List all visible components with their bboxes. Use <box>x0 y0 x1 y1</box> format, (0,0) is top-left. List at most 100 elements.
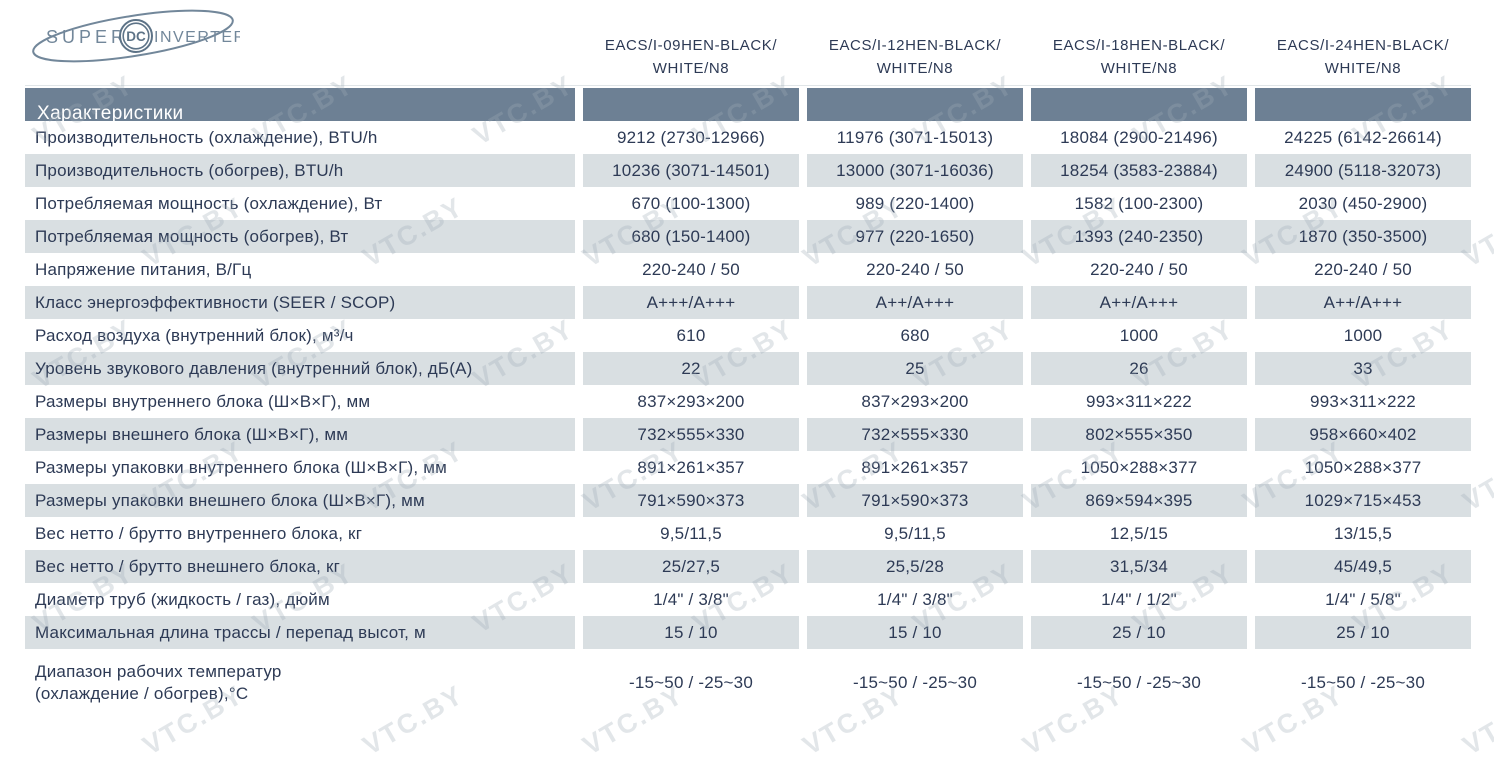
cell-value: 732×555×330 <box>583 418 799 451</box>
spec-table: Характеристики Производительность (охлаж… <box>25 88 1471 716</box>
cell-value: 11976 (3071-15013) <box>807 121 1023 154</box>
model-header-4-line2: WHITE/N8 <box>1324 59 1402 77</box>
cell-value: 31,5/34 <box>1031 550 1247 583</box>
cell-value: -15~50 / -25~30 <box>583 649 799 716</box>
cell-value: 25/27,5 <box>583 550 799 583</box>
table-top-divider <box>25 85 1471 86</box>
model-header-3: EACS/I-18HEN-BLACK/ WHITE/N8 <box>1031 34 1247 85</box>
super-dc-inverter-logo: SUPER DC INVERTER <box>32 9 240 63</box>
row-label: Размеры внутреннего блока (Ш×В×Г), мм <box>25 385 575 418</box>
logo-dc-text: DC <box>126 29 146 44</box>
cell-value: 18254 (3583-23884) <box>1031 154 1247 187</box>
row-label: Диаметр труб (жидкость / газ), дюйм <box>25 583 575 616</box>
cell-value: 25 / 10 <box>1255 616 1471 649</box>
cell-value: 891×261×357 <box>807 451 1023 484</box>
cell-value: 958×660×402 <box>1255 418 1471 451</box>
row-label: Производительность (охлаждение), BTU/h <box>25 121 575 154</box>
cell-value: -15~50 / -25~30 <box>1255 649 1471 716</box>
cell-value: 1050×288×377 <box>1255 451 1471 484</box>
logo-inverter-text: INVERTER <box>154 29 240 46</box>
row-label: Вес нетто / брутто внутреннего блока, кг <box>25 517 575 550</box>
cell-value: 802×555×350 <box>1031 418 1247 451</box>
cell-value: 15 / 10 <box>583 616 799 649</box>
cell-value: 25 / 10 <box>1031 616 1247 649</box>
cell-value: 9212 (2730-12966) <box>583 121 799 154</box>
row-label: Диапазон рабочих температур (охлаждение … <box>25 649 575 716</box>
cell-value: 610 <box>583 319 799 352</box>
logo-swoosh-ellipse <box>32 9 234 63</box>
cell-value: 1582 (100-2300) <box>1031 187 1247 220</box>
cell-value: 1/4" / 1/2" <box>1031 583 1247 616</box>
cell-value: 1/4" / 3/8" <box>807 583 1023 616</box>
cell-value: 837×293×200 <box>583 385 799 418</box>
cell-value: 13000 (3071-16036) <box>807 154 1023 187</box>
logo-dc-circle-inner <box>122 22 150 50</box>
row-label: Класс энергоэффективности (SEER / SCOP) <box>25 286 575 319</box>
cell-value: 24225 (6142-26614) <box>1255 121 1471 154</box>
cell-value: 9,5/11,5 <box>807 517 1023 550</box>
model-header-4: EACS/I-24HEN-BLACK/ WHITE/N8 <box>1255 34 1471 85</box>
cell-value: 670 (100-1300) <box>583 187 799 220</box>
model-header-2-line1: EACS/I-12HEN-BLACK/ <box>828 36 1002 54</box>
cell-value: 993×311×222 <box>1255 385 1471 418</box>
cell-value: 25,5/28 <box>807 550 1023 583</box>
model-header-1-line1: EACS/I-09HEN-BLACK/ <box>604 36 778 54</box>
cell-value: -15~50 / -25~30 <box>807 649 1023 716</box>
cell-value: 1029×715×453 <box>1255 484 1471 517</box>
cell-value: 220-240 / 50 <box>1031 253 1247 286</box>
row-label: Производительность (обогрев), BTU/h <box>25 154 575 187</box>
cell-value: A++/A+++ <box>1255 286 1471 319</box>
cell-value: A++/A+++ <box>807 286 1023 319</box>
model-header-3-line1: EACS/I-18HEN-BLACK/ <box>1052 36 1226 54</box>
cell-value: 891×261×357 <box>583 451 799 484</box>
row-label: Уровень звукового давления (внутренний б… <box>25 352 575 385</box>
cell-value: 22 <box>583 352 799 385</box>
cell-value: 33 <box>1255 352 1471 385</box>
row-label: Размеры внешнего блока (Ш×В×Г), мм <box>25 418 575 451</box>
row-label: Максимальная длина трассы / перепад высо… <box>25 616 575 649</box>
cell-value: 1000 <box>1031 319 1247 352</box>
model-headers-row: EACS/I-09HEN-BLACK/ WHITE/N8 EACS/I-12HE… <box>25 32 1471 84</box>
cell-value: 24900 (5118-32073) <box>1255 154 1471 187</box>
cell-value: 220-240 / 50 <box>1255 253 1471 286</box>
cell-value: 220-240 / 50 <box>583 253 799 286</box>
cell-value: 837×293×200 <box>807 385 1023 418</box>
cell-value: 45/49,5 <box>1255 550 1471 583</box>
row-label: Размеры упаковки внутреннего блока (Ш×В×… <box>25 451 575 484</box>
cell-value: 993×311×222 <box>1031 385 1247 418</box>
row-label: Расход воздуха (внутренний блок), м³/ч <box>25 319 575 352</box>
model-header-3-line2: WHITE/N8 <box>1100 59 1178 77</box>
cell-value: 1/4" / 3/8" <box>583 583 799 616</box>
cell-value: 2030 (450-2900) <box>1255 187 1471 220</box>
model-header-1: EACS/I-09HEN-BLACK/ WHITE/N8 <box>583 34 799 85</box>
cell-value: 26 <box>1031 352 1247 385</box>
model-header-4-line1: EACS/I-24HEN-BLACK/ <box>1276 36 1450 54</box>
cell-value: A+++/A+++ <box>583 286 799 319</box>
logo-super-text: SUPER <box>46 27 128 47</box>
cell-value: 12,5/15 <box>1031 517 1247 550</box>
model-header-2-line2: WHITE/N8 <box>876 59 954 77</box>
cell-value: 10236 (3071-14501) <box>583 154 799 187</box>
cell-value: 1050×288×377 <box>1031 451 1247 484</box>
cell-value: 1000 <box>1255 319 1471 352</box>
cell-value: 1393 (240-2350) <box>1031 220 1247 253</box>
row-label: Размеры упаковки внешнего блока (Ш×В×Г),… <box>25 484 575 517</box>
row-label: Потребляемая мощность (обогрев), Вт <box>25 220 575 253</box>
model-header-2: EACS/I-12HEN-BLACK/ WHITE/N8 <box>807 34 1023 85</box>
cell-value: 732×555×330 <box>807 418 1023 451</box>
cell-value: 9,5/11,5 <box>583 517 799 550</box>
model-header-1-line2: WHITE/N8 <box>652 59 730 77</box>
cell-value: 220-240 / 50 <box>807 253 1023 286</box>
cell-value: 680 <box>807 319 1023 352</box>
cell-value: 1870 (350-3500) <box>1255 220 1471 253</box>
cell-value: 13/15,5 <box>1255 517 1471 550</box>
cell-value: 977 (220-1650) <box>807 220 1023 253</box>
cell-value: 15 / 10 <box>807 616 1023 649</box>
row-label: Потребляемая мощность (охлаждение), Вт <box>25 187 575 220</box>
cell-value: 18084 (2900-21496) <box>1031 121 1247 154</box>
cell-value: -15~50 / -25~30 <box>1031 649 1247 716</box>
cell-value: 989 (220-1400) <box>807 187 1023 220</box>
cell-value: 791×590×373 <box>583 484 799 517</box>
cell-value: 1/4" / 5/8" <box>1255 583 1471 616</box>
cell-value: 680 (150-1400) <box>583 220 799 253</box>
